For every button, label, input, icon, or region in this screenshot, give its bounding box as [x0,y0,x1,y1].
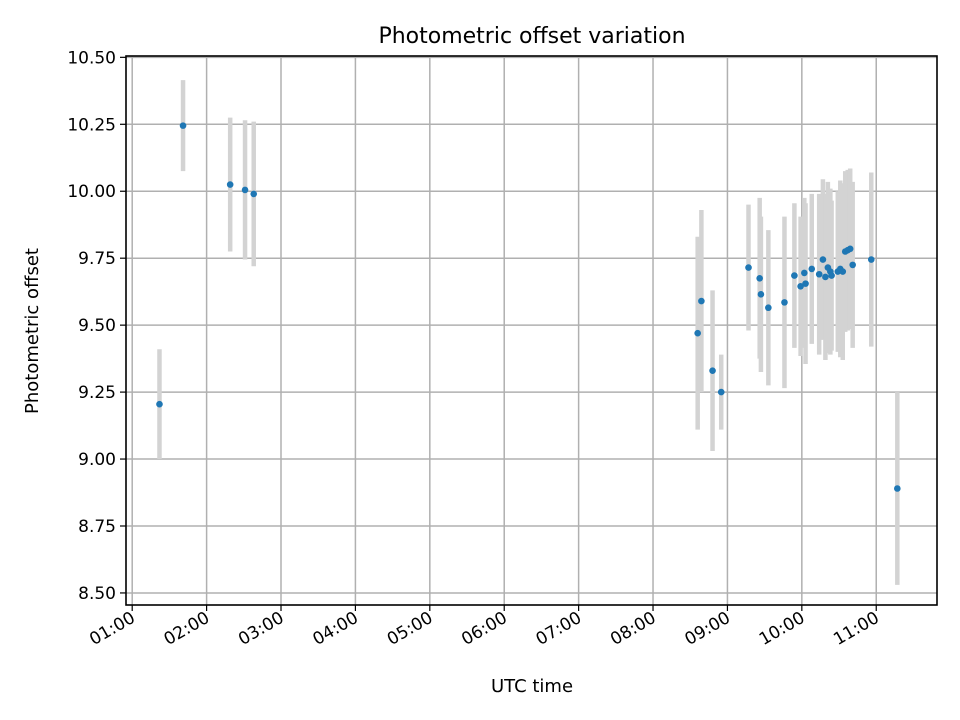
data-point [797,283,804,290]
data-point [791,272,798,279]
x-axis-label: UTC time [491,676,573,697]
data-point [156,400,163,408]
data-point [756,274,763,282]
data-points [156,122,901,492]
grid-lines [126,56,937,605]
data-point [250,190,258,198]
y-tick-label: 8.75 [78,517,116,537]
y-axis-ticks: 8.50 8.75 9.00 9.25 9.50 9.75 10.00 10.25 10.50 [67,48,126,604]
chart-title: Photometric offset variation [378,24,685,49]
data-point [819,256,827,263]
data-point [867,256,875,263]
data-point [698,297,705,305]
data-point [808,265,816,273]
data-point [822,273,829,281]
data-point [839,268,847,275]
y-tick-label: 10.50 [67,48,116,68]
y-axis-label: Photometric offset [22,248,43,414]
data-point [757,291,765,298]
y-tick-label: 9.00 [78,450,116,470]
data-point [828,272,835,279]
plot-frame [125,55,938,606]
data-point [894,485,901,492]
data-point [765,304,772,312]
y-tick-label: 9.50 [78,316,116,336]
data-point [709,367,716,374]
data-point [226,181,234,188]
data-point [781,299,788,306]
data-point [815,270,823,278]
data-point [745,264,752,271]
data-point [694,329,701,337]
data-point [802,280,809,287]
data-point [849,261,856,269]
data-point [241,186,249,194]
y-tick-label: 8.50 [78,584,116,604]
data-point [717,388,725,396]
y-tick-label: 10.00 [67,182,116,202]
y-tick-label: 10.25 [67,115,116,135]
data-point [846,245,854,253]
data-point [179,122,187,129]
data-point [801,269,808,277]
y-tick-label: 9.25 [78,383,116,403]
y-tick-label: 9.75 [78,249,116,269]
